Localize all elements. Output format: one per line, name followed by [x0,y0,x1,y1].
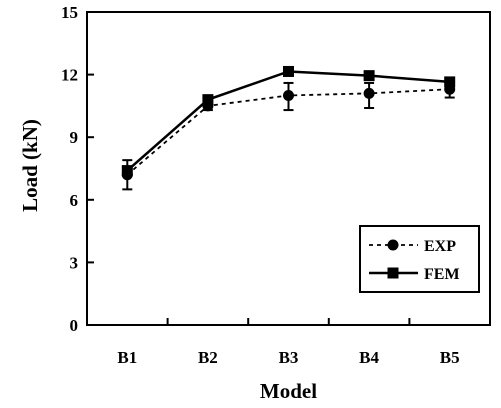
y-tick-label: 6 [70,191,79,210]
legend-marker-fem [387,267,399,279]
data-point-exp [283,89,294,101]
legend-box [359,225,480,293]
legend: EXP FEM [359,225,480,293]
x-tick-label: B4 [359,348,379,367]
y-tick-label: 3 [70,253,79,272]
y-tick-label: 15 [61,3,78,22]
x-axis-title: Model [260,379,317,403]
x-axis-ticks: B1 B2 B3 B4 B5 [117,318,460,367]
x-tick-label: B1 [117,348,137,367]
y-tick-label: 12 [61,66,78,85]
y-tick-label: 9 [70,128,79,147]
plot-frame [86,11,491,326]
data-point-fem [444,76,456,88]
data-point-exp [363,87,375,99]
y-axis-title: Load (kN) [18,119,42,212]
data-point-fem [202,94,214,106]
legend-marker-exp [387,239,399,251]
series-fem [121,65,456,177]
x-tick-label: B2 [198,348,218,367]
x-tick-label: B3 [279,348,299,367]
x-tick-label: B5 [440,348,460,367]
legend-label-fem: FEM [424,266,460,283]
series-exp [121,81,456,191]
data-point-fem [121,165,133,177]
data-point-fem [363,70,375,82]
series-layer [121,65,456,191]
y-tick-label: 0 [70,316,79,335]
legend-label-exp: EXP [424,238,456,255]
data-point-fem [283,65,294,77]
y-axis-ticks: 0 3 6 9 12 15 [61,3,94,335]
